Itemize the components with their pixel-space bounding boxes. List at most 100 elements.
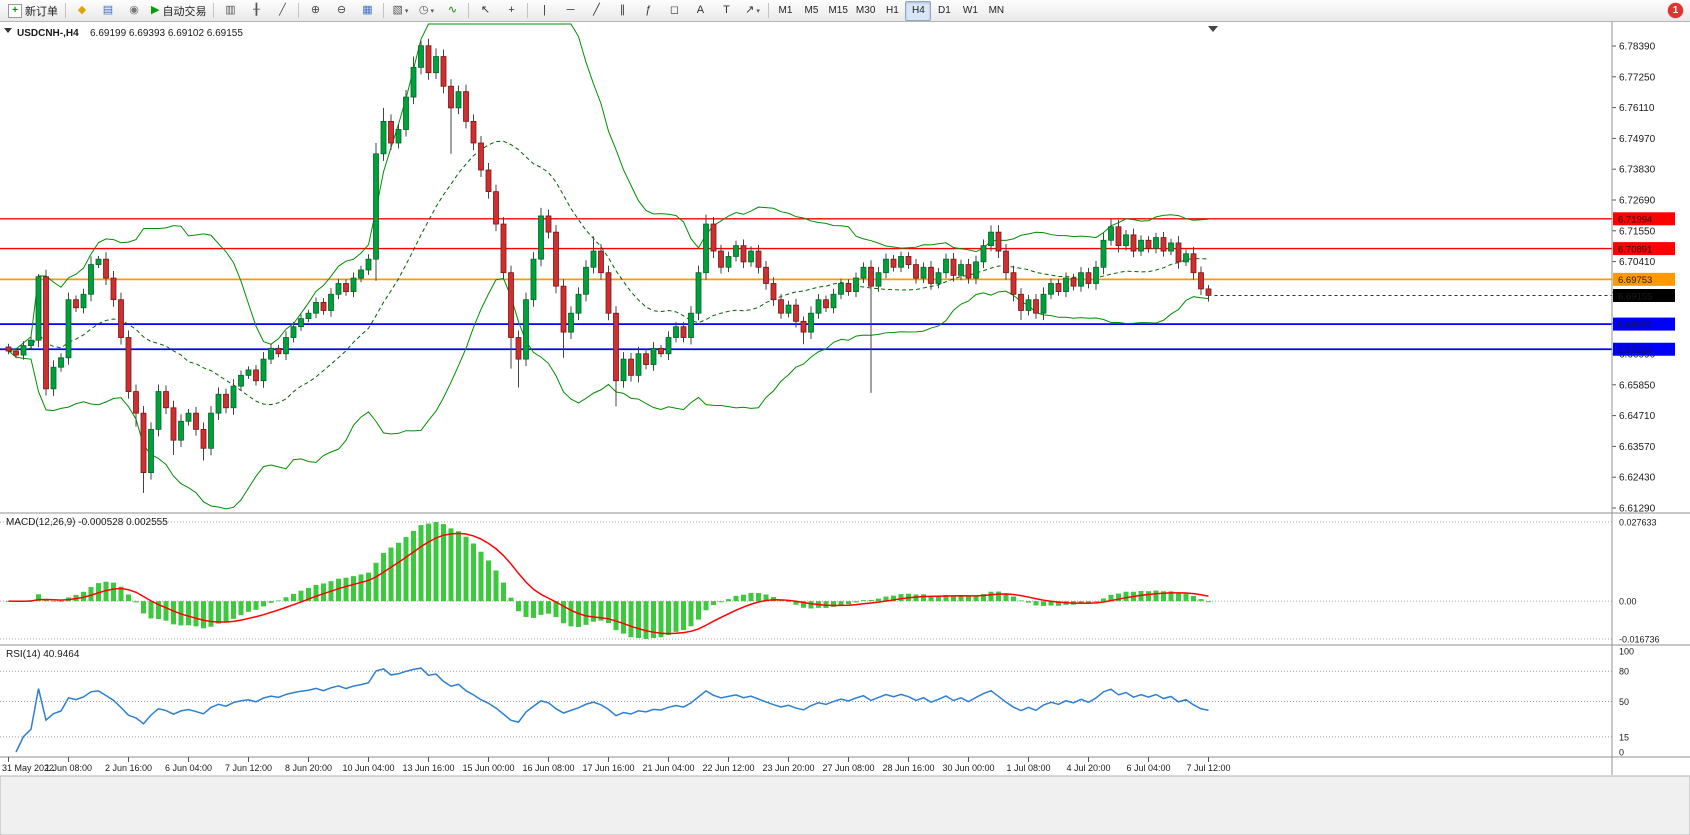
macd-histogram-bar [988,591,994,602]
macd-histogram-bar [726,599,731,602]
new-order-button[interactable]: + 新订单 [4,1,62,21]
time-axis-scale[interactable] [0,757,1612,775]
line-chart-button[interactable]: ╱ [269,1,295,21]
macd-histogram-bar [1108,594,1114,602]
macd-histogram-bar [793,601,799,605]
candle [1138,239,1144,252]
macd-histogram-bar [306,587,311,602]
current-price-badge [1613,289,1675,303]
horizontal-line-button[interactable]: ─ [557,1,583,21]
macd-histogram-bar [171,601,176,625]
label-button[interactable]: T [713,1,739,21]
macd-histogram-bar [351,576,356,602]
candle [1018,293,1024,311]
timeframe-m30-button[interactable]: M30 [852,1,879,21]
timeframe-h4-button[interactable]: H4 [905,0,932,21]
zoom-out-button[interactable]: ⊖ [328,1,354,21]
shapes-button[interactable]: ◻ [661,1,687,21]
bar-chart-button[interactable]: ▥ [217,1,243,21]
candle [58,357,64,368]
candle [508,272,514,338]
macd-histogram-bar [51,600,56,602]
market-watch-button[interactable]: ▤ [95,1,121,21]
price-axis-label: 6.73830 [1619,165,1656,176]
chart-expand-icon[interactable] [4,28,12,33]
candle [118,299,124,338]
metaeditor-button[interactable]: ◆ [69,1,95,21]
indicators-button[interactable]: ∿ [439,1,465,21]
macd-histogram-bar [966,596,971,602]
crosshair-button[interactable]: + [498,1,524,21]
level-price-badge [1613,317,1675,331]
macd-histogram-bar [981,594,986,602]
notifications-badge[interactable]: 1 [1668,3,1683,18]
candle [883,258,889,274]
price-axis-label: 6.76110 [1619,103,1655,114]
timeframe-m15-button[interactable]: M15 [824,1,851,21]
tile-windows-button[interactable]: ▦ [354,1,380,21]
macd-histogram-bar [598,601,604,621]
candle [373,153,379,260]
candle [335,283,342,295]
chart-plot-area[interactable] [0,22,1612,757]
macd-histogram-bar [763,594,769,602]
trendline-button[interactable]: ╱ [583,1,609,21]
fibonacci-button[interactable]: ƒ [635,1,661,21]
candle [958,264,964,276]
candle [65,299,72,359]
channel-button[interactable]: ∥ [609,1,635,21]
level-price-badge-label: 6.68097 [1618,320,1652,331]
profiles-button[interactable]: ◷ ▾ [413,1,439,21]
time-axis-label: 28 Jun 16:00 [882,763,934,773]
level-price-badge-label: 6.71994 [1618,215,1652,226]
price-axis-scale[interactable] [1612,22,1690,757]
time-axis-label: 13 Jun 16:00 [402,763,454,773]
macd-histogram-bar [703,601,709,611]
candlestick-chart-button[interactable]: ╂ [243,1,269,21]
new-chart-button[interactable]: ▧ ▾ [387,1,413,21]
autotrading-button[interactable]: ▶ 自动交易 [147,1,210,21]
timeframe-h1-button[interactable]: H1 [879,1,905,21]
chart-svg[interactable]: 0.027633 0.00 -0.016736 100 80 50 15 0 6.78390… [0,22,1690,835]
macd-histogram-bar [126,594,131,602]
timeframe-d1-button[interactable]: D1 [931,1,957,21]
candle [245,369,252,376]
macd-histogram-bar [696,601,701,620]
timeframe-w1-button[interactable]: W1 [957,1,983,21]
macd-histogram-bar [538,601,544,615]
macd-histogram-bar [868,599,874,602]
shapes-icon: ◻ [669,4,680,16]
macd-histogram-bar [456,531,461,602]
candle [1040,293,1047,314]
candle [80,293,87,309]
timeframe-m5-button[interactable]: M5 [798,1,824,21]
macd-histogram-bar [403,537,409,602]
timeframe-w1-button-label: W1 [962,5,978,16]
candle [590,250,597,268]
timeframe-h4-button-label: H4 [911,5,925,16]
candle [643,353,649,365]
candle [793,304,799,322]
candle [808,312,814,333]
arrows-icon: ↗ [745,4,755,16]
arrows-button[interactable]: ↗ ▾ [739,1,765,21]
macd-histogram-bar [928,595,934,602]
cursor-button[interactable]: ↖ [472,1,498,21]
vertical-line-button[interactable]: | [531,1,557,21]
candle [13,350,19,356]
macd-axis-label: -0.016736 [1619,635,1660,645]
timeframe-m1-button[interactable]: M1 [772,1,798,21]
metaeditor-icon: ◆ [77,4,87,16]
macd-histogram-bar [141,601,146,614]
zoom-in-button[interactable]: ⊕ [302,1,328,21]
candle [703,223,709,274]
chart-ohlc-values: 6.69199 6.69393 6.69102 6.69155 [90,28,243,39]
candle [950,258,957,276]
macd-histogram-bar [88,587,94,602]
macd-histogram-bar [613,601,619,631]
timeframe-mn-button[interactable]: MN [983,1,1009,21]
strategy-tester-button[interactable]: ◉ [121,1,147,21]
time-axis-label: 7 Jul 12:00 [1186,763,1230,773]
macd-histogram-bar [193,601,199,627]
text-button[interactable]: A [687,1,713,21]
